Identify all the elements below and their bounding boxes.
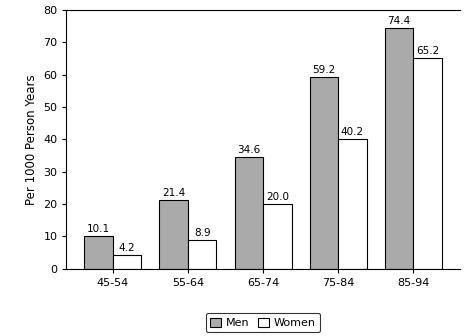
Text: 21.4: 21.4: [162, 187, 185, 198]
Text: 20.0: 20.0: [266, 192, 289, 202]
Text: 8.9: 8.9: [194, 228, 210, 238]
Bar: [188, 240, 217, 269]
Text: 40.2: 40.2: [341, 127, 364, 137]
Bar: [310, 77, 338, 269]
Text: 59.2: 59.2: [312, 66, 336, 75]
Text: 74.4: 74.4: [387, 16, 410, 26]
Text: 10.1: 10.1: [87, 224, 110, 234]
Bar: [113, 255, 141, 269]
Bar: [413, 58, 442, 269]
Legend: Men, Women: Men, Women: [206, 313, 320, 333]
Bar: [235, 157, 263, 269]
Bar: [338, 139, 367, 269]
Bar: [263, 204, 292, 269]
Y-axis label: Per 1000 Person Years: Per 1000 Person Years: [25, 74, 37, 205]
Bar: [84, 236, 113, 269]
Bar: [159, 200, 188, 269]
Bar: [385, 28, 413, 269]
Text: 34.6: 34.6: [237, 145, 260, 155]
Text: 65.2: 65.2: [416, 46, 439, 56]
Text: 4.2: 4.2: [119, 243, 136, 253]
